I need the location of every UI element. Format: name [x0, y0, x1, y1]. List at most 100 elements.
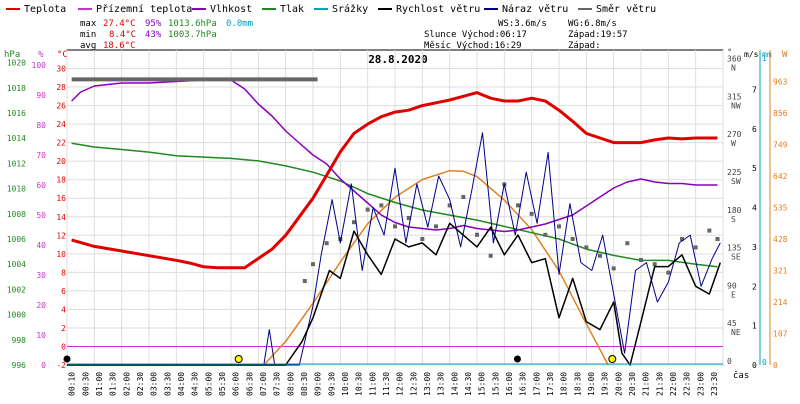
pressure-tick-label: 1012 — [7, 159, 26, 168]
time-tick-label: 19:30 — [601, 372, 610, 396]
humidity-tick-label: 10 — [36, 331, 46, 340]
wind-direction-point — [639, 258, 643, 262]
solar-tick-label: 642 — [773, 172, 788, 181]
wind-direction-point — [680, 237, 684, 241]
temperature-tick-label: 10 — [56, 250, 66, 259]
wind-direction-point — [475, 232, 479, 237]
stats-min-press: 1003.7hPa — [168, 30, 217, 40]
temperature-tick-label: 20 — [56, 157, 66, 166]
wind-direction-point — [529, 211, 534, 216]
direction-tick-label: 270 — [727, 130, 742, 139]
wind-speed-line — [67, 222, 722, 366]
time-tick-label: 10:00 — [341, 372, 350, 396]
time-tick-label: 23:00 — [696, 372, 705, 396]
time-tick-label: 22:00 — [669, 372, 678, 396]
time-tick-label: 17:00 — [532, 372, 541, 396]
time-tick-label: 16:30 — [519, 372, 528, 396]
time-tick-label: 21:30 — [655, 372, 664, 396]
wind-tick-label: 7 — [752, 85, 757, 94]
legend-label-prizemni: Přízemní teplota — [96, 3, 192, 15]
solar-line — [263, 169, 609, 366]
humidity-tick-label: 20 — [36, 301, 46, 310]
time-tick-label: 19:00 — [587, 372, 596, 396]
time-tick-label: 16:00 — [505, 372, 514, 396]
temperature-tick-label: 24 — [56, 120, 66, 129]
sunrise-marker — [234, 355, 243, 363]
pressure-tick-label: 1010 — [7, 185, 26, 194]
stats-rain-total: 0.0mm — [226, 19, 253, 29]
time-tick-label: 06:30 — [245, 372, 254, 396]
humidity-tick-label: 70 — [36, 151, 46, 160]
time-tick-label: 23:30 — [710, 372, 719, 396]
legend-label-naraz: Náraz větru — [502, 3, 568, 15]
pressure-unit: hPa — [4, 50, 20, 60]
stats-max-label: max — [80, 19, 97, 29]
time-tick-label: 00:30 — [81, 372, 90, 396]
wind-direction-point — [570, 237, 575, 241]
wind-direction-point — [393, 224, 397, 229]
legend-label-rychlost: Rychlost větru — [396, 3, 480, 15]
moonrise-marker — [513, 355, 521, 363]
legend-label-vlhkost: Vlhkost — [210, 4, 252, 15]
rain-tick-label: 1 — [762, 54, 767, 63]
wind-direction-point — [625, 241, 630, 246]
time-tick-label: 01:00 — [95, 372, 104, 396]
solar-tick-label: 214 — [773, 298, 788, 307]
wind-tick-label: 1 — [752, 322, 757, 331]
direction-tick-compass: NE — [731, 328, 741, 337]
solar-tick-label: 428 — [773, 235, 788, 244]
temperature-tick-label: 30 — [56, 65, 66, 74]
sun-moon-info: WS:3.6m/s WG:6.8m/s Slunce Východ:06:17 … — [424, 19, 628, 51]
time-tick-label: 06:00 — [232, 372, 241, 396]
time-tick-label: 10:30 — [355, 372, 364, 396]
direction-tick-compass: E — [731, 290, 736, 299]
time-tick-label: 04:00 — [177, 372, 186, 396]
direction-tick-label: 315 — [727, 92, 742, 101]
temperature-tick-label: 8 — [61, 268, 66, 277]
solar-tick-label: 0 — [773, 361, 778, 370]
stats-min-label: min — [80, 30, 96, 40]
wind-direction-point — [543, 232, 548, 237]
wind-direction-point — [693, 245, 698, 250]
solar-unit: W — [782, 50, 788, 60]
time-unit: čas — [733, 370, 749, 381]
time-tick-label: 12:30 — [409, 372, 418, 396]
series-layer — [67, 77, 723, 366]
time-tick-label: 14:00 — [450, 372, 459, 396]
time-tick-label: 17:30 — [546, 372, 555, 396]
direction-tick-label: 45 — [727, 319, 737, 328]
temperature-tick-label: 6 — [61, 287, 66, 296]
time-tick-label: 15:00 — [478, 372, 487, 396]
time-tick-label: 22:30 — [683, 372, 692, 396]
wind-direction-point — [707, 228, 712, 233]
time-tick-label: 21:00 — [642, 372, 651, 396]
time-tick-label: 11:00 — [368, 372, 377, 396]
solar-tick-label: 535 — [773, 204, 788, 213]
wind-direction-point — [379, 203, 384, 208]
time-tick-label: 18:00 — [560, 372, 569, 396]
legend: Teplota Přízemní teplota Vlhkost Tlak Sr… — [6, 3, 656, 15]
stats-min-hum: 43% — [145, 30, 162, 40]
time-tick-label: 04:30 — [191, 372, 200, 396]
gust-line — [67, 132, 721, 366]
wind-direction-point — [311, 262, 315, 267]
pressure-tick-label: 1004 — [7, 260, 26, 269]
chart-date-title: 28.8.2020 — [368, 53, 428, 66]
temperature-unit: °C — [57, 50, 68, 60]
solar-tick-label: 107 — [773, 330, 788, 339]
pressure-tick-label: 1006 — [7, 235, 26, 244]
direction-tick-label: 135 — [727, 244, 742, 253]
wind-direction-point — [516, 203, 520, 208]
direction-tick-compass: N — [731, 64, 736, 73]
solar-tick-label: 856 — [773, 109, 788, 118]
direction-tick-compass: W — [731, 139, 736, 148]
wind-direction-point — [406, 216, 411, 220]
temperature-tick-label: 0 — [61, 342, 66, 351]
time-tick-label: 00:10 — [68, 372, 77, 396]
time-tick-label: 02:00 — [122, 372, 131, 396]
stats-avg-temp: 18.6°C — [103, 41, 136, 51]
wind-direction-point — [420, 237, 425, 241]
moon-start-marker — [63, 355, 71, 363]
